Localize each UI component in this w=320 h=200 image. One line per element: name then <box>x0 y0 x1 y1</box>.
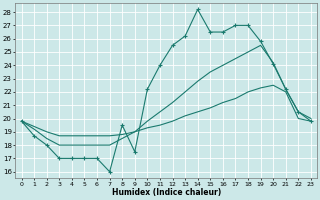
X-axis label: Humidex (Indice chaleur): Humidex (Indice chaleur) <box>112 188 221 197</box>
